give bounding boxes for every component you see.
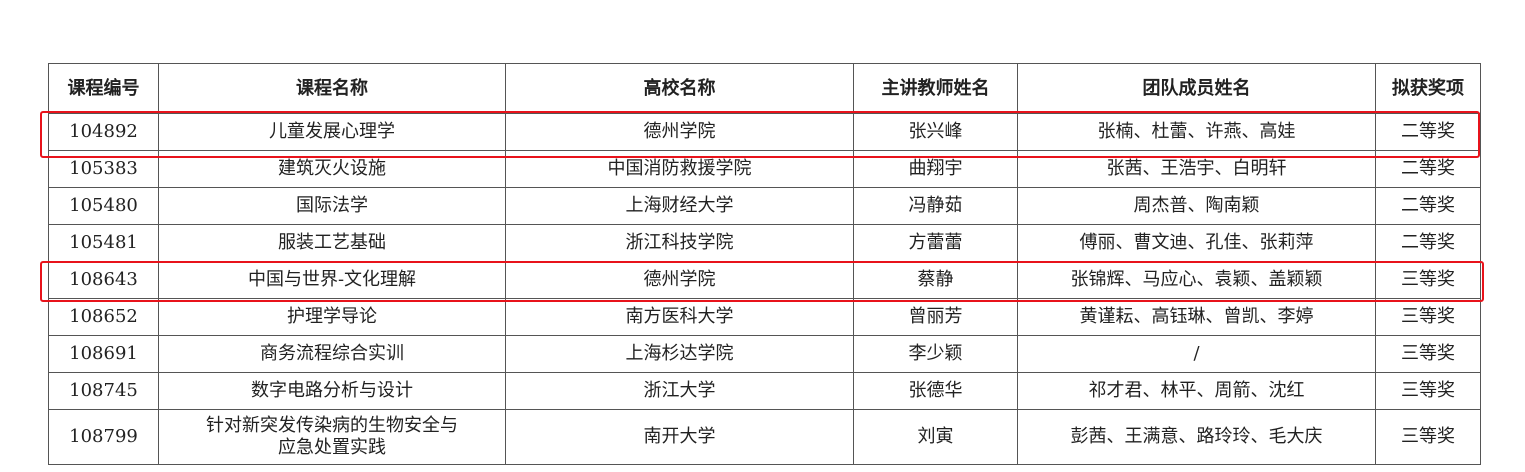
cell-course-name: 儿童发展心理学 xyxy=(158,113,506,151)
cell-award: 二等奖 xyxy=(1375,113,1481,151)
cell-school: 浙江科技学院 xyxy=(505,224,854,262)
cell-teacher: 冯静茹 xyxy=(853,187,1018,225)
cell-course-name: 服装工艺基础 xyxy=(158,224,506,262)
table-row: 108745 数字电路分析与设计 浙江大学 张德华 祁才君、林平、周箭、沈红 三等奖 xyxy=(48,372,1481,410)
table-row: 108643 中国与世界-文化理解 德州学院 蔡静 张锦辉、马应心、袁颖、盖颖颖 三等奖 xyxy=(48,261,1481,299)
cell-award: 二等奖 xyxy=(1375,150,1481,188)
cell-award: 三等奖 xyxy=(1375,335,1481,373)
table-row: 104892 儿童发展心理学 德州学院 张兴峰 张楠、杜蕾、许燕、高娃 二等奖 xyxy=(48,113,1481,151)
cell-course-id: 105383 xyxy=(48,150,159,188)
cell-team: 黄谨耘、高钰琳、曾凯、李婷 xyxy=(1017,298,1376,336)
cell-course-name: 中国与世界-文化理解 xyxy=(158,261,506,299)
table-row: 105383 建筑灭火设施 中国消防救援学院 曲翔宇 张茜、王浩宇、白明轩 二等奖 xyxy=(48,150,1481,188)
header-teacher: 主讲教师姓名 xyxy=(853,63,1018,114)
cell-course-id: 108643 xyxy=(48,261,159,299)
table-header-row: 课程编号 课程名称 高校名称 主讲教师姓名 团队成员姓名 拟获奖项 xyxy=(48,63,1481,114)
cell-course-name: 针对新突发传染病的生物安全与 应急处置实践 xyxy=(158,409,506,465)
awards-table: 课程编号 课程名称 高校名称 主讲教师姓名 团队成员姓名 拟获奖项 104892… xyxy=(48,63,1481,465)
cell-team: 傅丽、曹文迪、孔佳、张莉萍 xyxy=(1017,224,1376,262)
cell-school: 南方医科大学 xyxy=(505,298,854,336)
cell-award: 三等奖 xyxy=(1375,261,1481,299)
cell-teacher: 蔡静 xyxy=(853,261,1018,299)
table-row: 108652 护理学导论 南方医科大学 曾丽芳 黄谨耘、高钰琳、曾凯、李婷 三等奖 xyxy=(48,298,1481,336)
cell-team: 张楠、杜蕾、许燕、高娃 xyxy=(1017,113,1376,151)
cell-award: 三等奖 xyxy=(1375,409,1481,465)
cell-course-name: 建筑灭火设施 xyxy=(158,150,506,188)
cell-teacher: 张德华 xyxy=(853,372,1018,410)
cell-team: 张锦辉、马应心、袁颖、盖颖颖 xyxy=(1017,261,1376,299)
cell-course-name-line: 应急处置实践 xyxy=(278,437,386,458)
cell-course-name-line: 针对新突发传染病的生物安全与 xyxy=(206,415,458,436)
cell-award: 二等奖 xyxy=(1375,187,1481,225)
cell-course-name: 商务流程综合实训 xyxy=(158,335,506,373)
table-row: 105480 国际法学 上海财经大学 冯静茹 周杰普、陶南颖 二等奖 xyxy=(48,187,1481,225)
cell-award: 三等奖 xyxy=(1375,298,1481,336)
cell-course-id: 104892 xyxy=(48,113,159,151)
table-row: 105481 服装工艺基础 浙江科技学院 方蕾蕾 傅丽、曹文迪、孔佳、张莉萍 二等奖 xyxy=(48,224,1481,262)
header-course-name: 课程名称 xyxy=(158,63,506,114)
cell-team: 祁才君、林平、周箭、沈红 xyxy=(1017,372,1376,410)
cell-teacher: 方蕾蕾 xyxy=(853,224,1018,262)
cell-school: 南开大学 xyxy=(505,409,854,465)
cell-school: 上海财经大学 xyxy=(505,187,854,225)
header-award: 拟获奖项 xyxy=(1375,63,1481,114)
cell-course-id: 108691 xyxy=(48,335,159,373)
cell-teacher: 李少颖 xyxy=(853,335,1018,373)
header-course-id: 课程编号 xyxy=(48,63,159,114)
cell-course-id: 105480 xyxy=(48,187,159,225)
cell-school: 上海杉达学院 xyxy=(505,335,854,373)
cell-course-id: 108745 xyxy=(48,372,159,410)
cell-course-name: 国际法学 xyxy=(158,187,506,225)
cell-team: 周杰普、陶南颖 xyxy=(1017,187,1376,225)
cell-award: 二等奖 xyxy=(1375,224,1481,262)
cell-teacher: 曲翔宇 xyxy=(853,150,1018,188)
cell-school: 中国消防救援学院 xyxy=(505,150,854,188)
header-school: 高校名称 xyxy=(505,63,854,114)
cell-school: 德州学院 xyxy=(505,261,854,299)
cell-award: 三等奖 xyxy=(1375,372,1481,410)
cell-course-id: 108652 xyxy=(48,298,159,336)
cell-team: 张茜、王浩宇、白明轩 xyxy=(1017,150,1376,188)
cell-course-id: 105481 xyxy=(48,224,159,262)
cell-team: 彭茜、王满意、路玲玲、毛大庆 xyxy=(1017,409,1376,465)
cell-teacher: 刘寅 xyxy=(853,409,1018,465)
cell-course-name: 护理学导论 xyxy=(158,298,506,336)
table-row: 108799 针对新突发传染病的生物安全与 应急处置实践 南开大学 刘寅 彭茜、王满意、路… xyxy=(48,409,1481,465)
cell-course-name: 数字电路分析与设计 xyxy=(158,372,506,410)
cell-course-id: 108799 xyxy=(48,409,159,465)
cell-school: 浙江大学 xyxy=(505,372,854,410)
cell-school: 德州学院 xyxy=(505,113,854,151)
table-row: 108691 商务流程综合实训 上海杉达学院 李少颖 / 三等奖 xyxy=(48,335,1481,373)
cell-teacher: 张兴峰 xyxy=(853,113,1018,151)
cell-team: / xyxy=(1017,335,1376,373)
cell-teacher: 曾丽芳 xyxy=(853,298,1018,336)
header-team: 团队成员姓名 xyxy=(1017,63,1376,114)
